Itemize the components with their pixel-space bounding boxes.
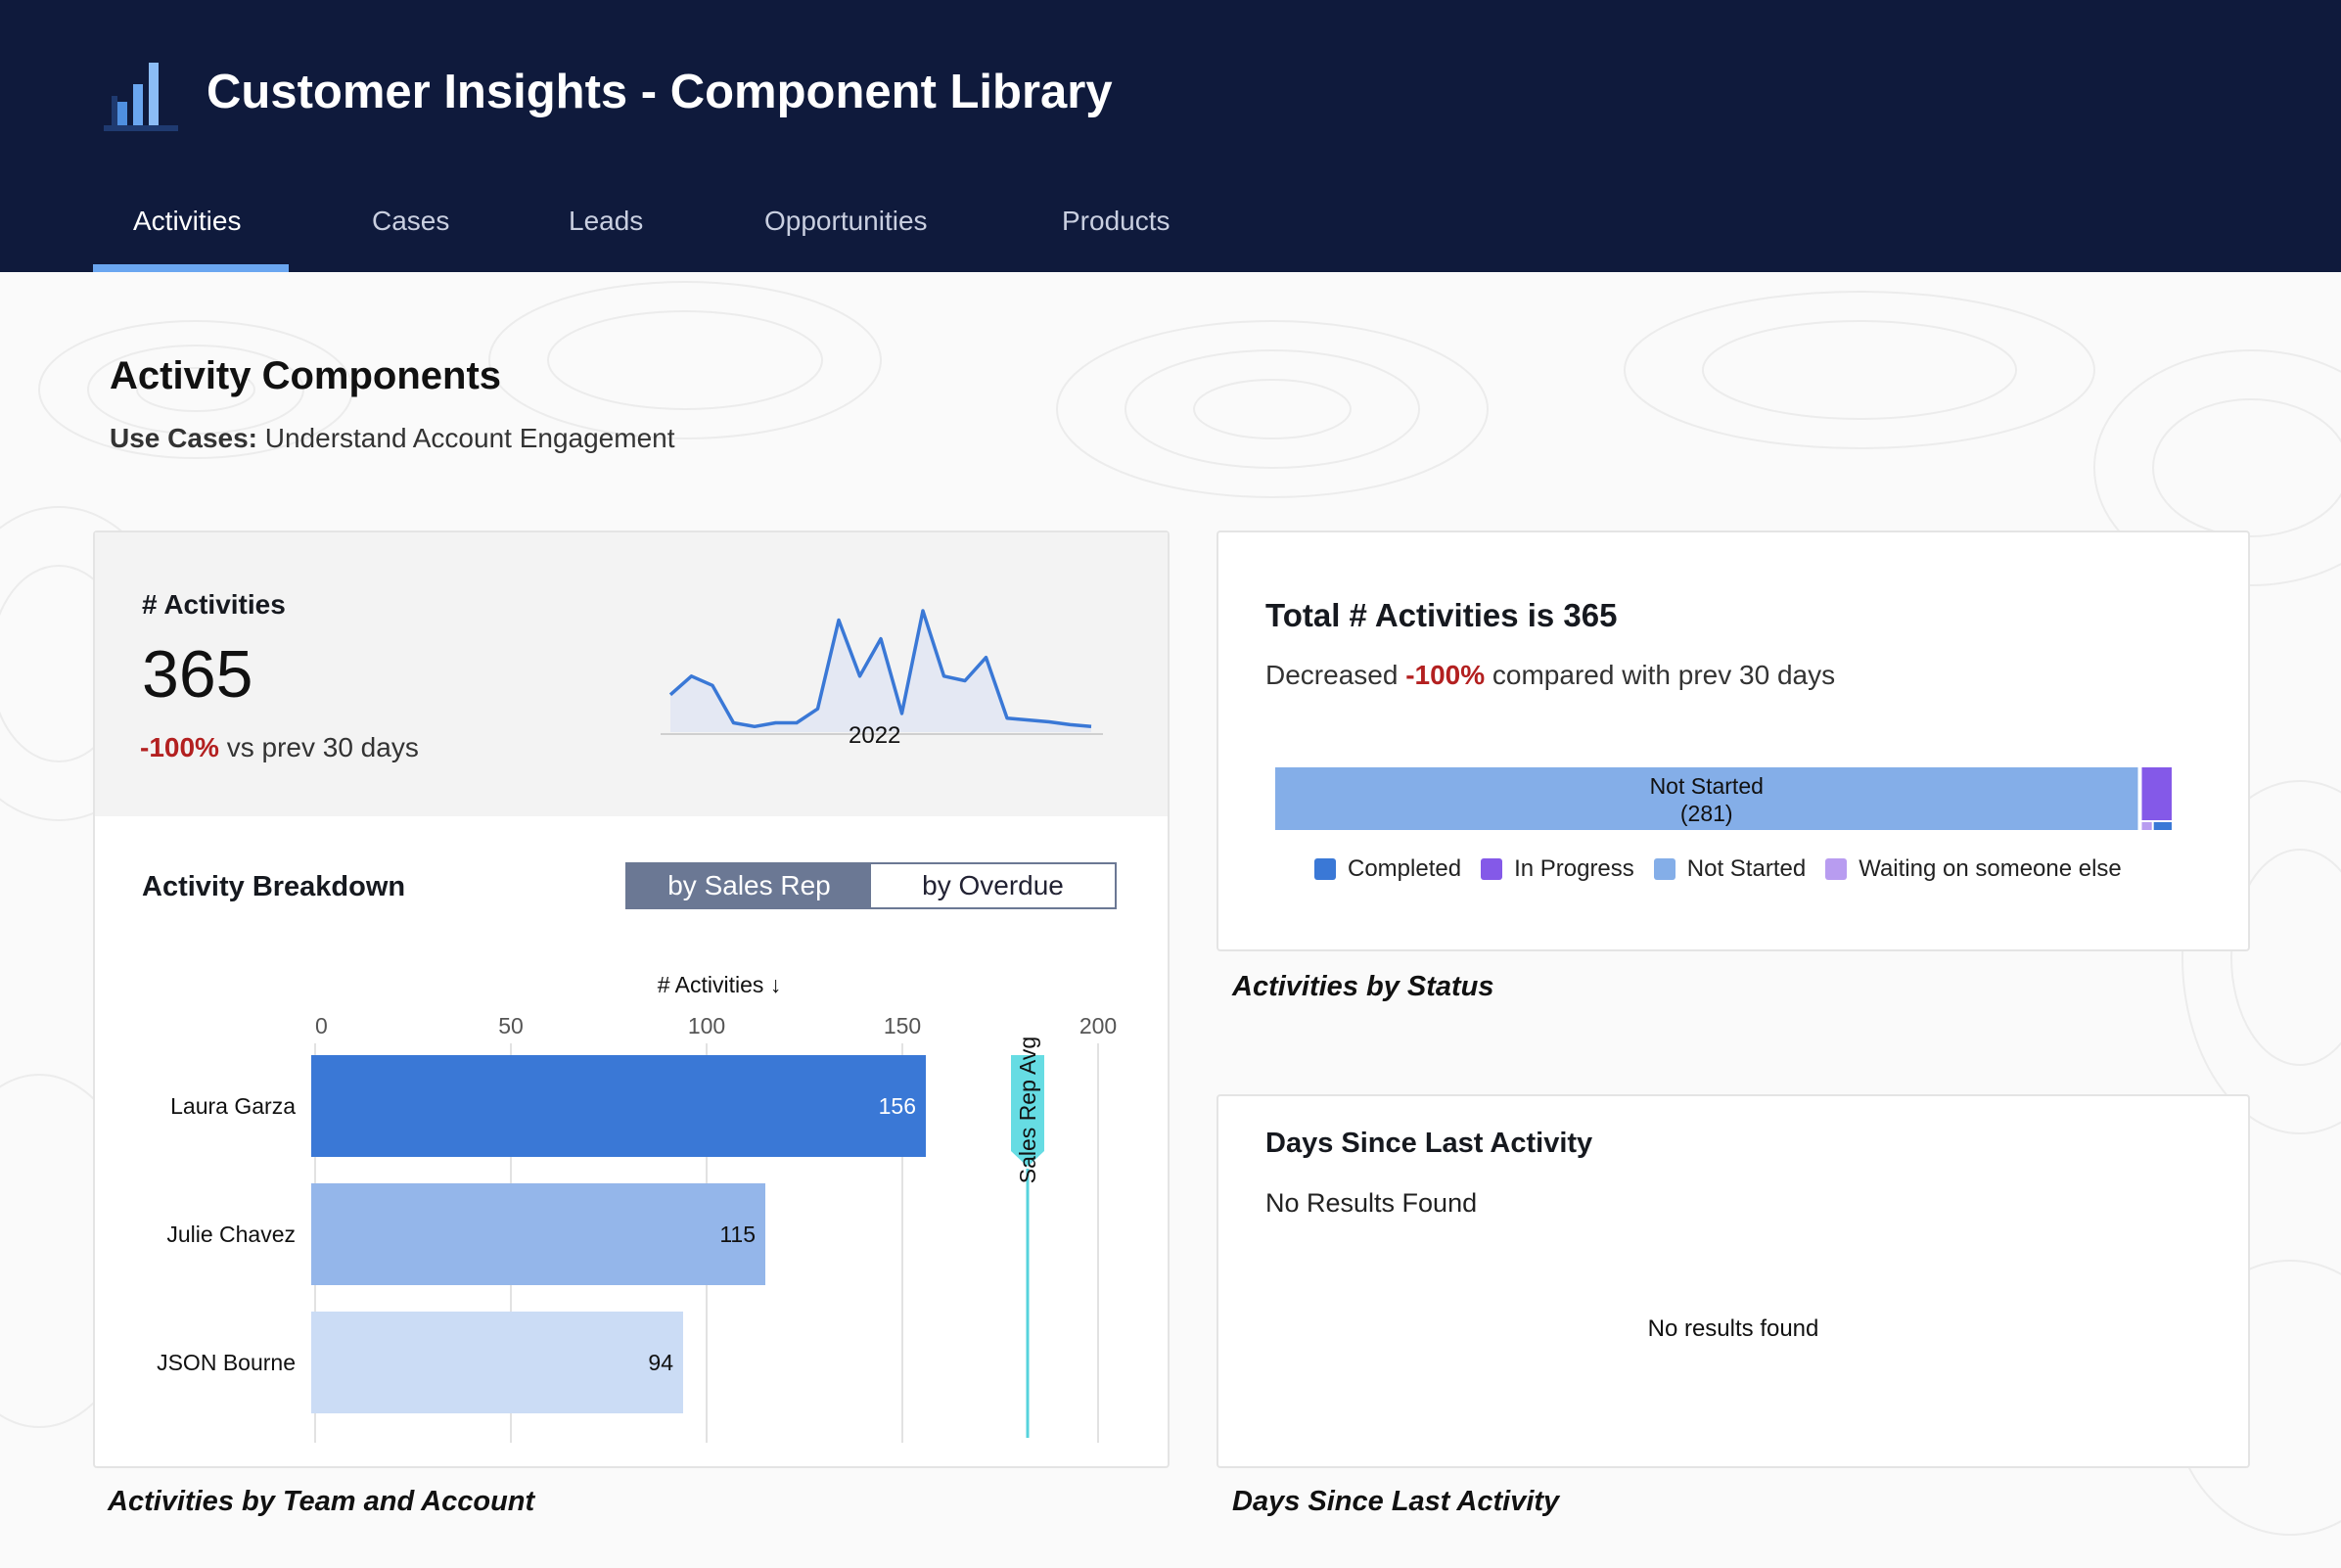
kpi-delta-suffix: vs prev 30 days: [226, 732, 419, 762]
tab-opportunities[interactable]: Opportunities: [764, 206, 928, 236]
x-tick-label: 200: [1079, 1013, 1117, 1038]
days-empty-message: No results found: [1647, 1315, 1819, 1342]
toggle-by-sales-rep[interactable]: by Sales Rep: [627, 864, 871, 907]
status-sub-suffix: compared with prev 30 days: [1492, 660, 1836, 690]
segment-waiting[interactable]: [2141, 822, 2152, 830]
tab-bar: Activities Cases Leads Opportunities Pro…: [0, 182, 2341, 272]
legend-swatch: [1825, 858, 1848, 880]
days-no-results: No Results Found: [1265, 1188, 1478, 1218]
bar-value-label: 156: [879, 1093, 916, 1119]
reference-line-label: Sales Rep Avg: [1015, 1037, 1040, 1183]
app-header: Customer Insights - Component Library Ac…: [0, 0, 2341, 272]
bar[interactable]: [311, 1055, 926, 1157]
category-label: Laura Garza: [170, 1093, 296, 1119]
status-stacked-bar: Not Started(281): [1275, 767, 2172, 830]
tab-cases[interactable]: Cases: [372, 206, 450, 236]
sparkline-line: [668, 609, 1092, 729]
legend-item: Not Started: [1653, 855, 1807, 883]
toggle-by-overdue[interactable]: by Overdue: [871, 864, 1115, 907]
status-sub-prefix: Decreased: [1265, 660, 1399, 690]
caption-days: Days Since Last Activity: [1232, 1486, 1560, 1517]
status-title: Total # Activities is 365: [1265, 597, 1618, 633]
activities-card: # Activities 365 -100% vs prev 30 days 2…: [93, 530, 1170, 1468]
legend-item: In Progress: [1481, 855, 1634, 883]
breakdown-toggle: by Sales Rep by Overdue: [625, 862, 1117, 909]
legend-swatch: [1481, 858, 1503, 880]
use-cases-label: Use Cases:: [110, 423, 257, 453]
legend-label: In Progress: [1514, 855, 1634, 882]
legend-item: Completed: [1314, 855, 1461, 883]
use-cases-value: Understand Account Engagement: [264, 423, 675, 453]
bar[interactable]: [311, 1312, 683, 1413]
kpi-delta: -100% vs prev 30 days: [140, 732, 419, 763]
section-title: Activity Components: [110, 354, 502, 397]
reference-line-tag: [1011, 1055, 1044, 1167]
x-axis-title: # Activities ↓: [658, 972, 782, 997]
legend-swatch: [1314, 858, 1336, 880]
status-sub-delta: -100%: [1405, 660, 1486, 690]
legend-label: Waiting on someone else: [1859, 855, 2122, 882]
x-tick-label: 100: [688, 1013, 725, 1038]
status-legend: Completed In Progress Not Started Waiting o…: [1314, 855, 2141, 883]
kpi-value: 365: [142, 637, 253, 712]
status-subtitle: Decreased -100% compared with prev 30 da…: [1265, 660, 1835, 691]
segment-label: Not Started: [1650, 773, 1764, 799]
kpi-label: # Activities: [142, 589, 286, 620]
breakdown-title: Activity Breakdown: [142, 871, 406, 902]
x-tick-label: 150: [884, 1013, 921, 1038]
activities-status-card: Total # Activities is 365 Decreased -100…: [1216, 530, 2250, 951]
kpi-delta-value: -100%: [140, 732, 219, 762]
activity-breakdown-chart: # Activities ↓ 0 50 100 150 200 Laura Garza 156…: [157, 972, 1117, 1443]
sparkline-area: [670, 611, 1091, 732]
legend-item: Waiting on someone else: [1825, 855, 2122, 883]
segment-in-progress[interactable]: [2141, 767, 2172, 820]
tab-activities[interactable]: Activities: [133, 206, 242, 236]
sparkline-chart: [661, 609, 1103, 735]
x-tick-label: 50: [498, 1013, 524, 1038]
days-title: Days Since Last Activity: [1265, 1128, 1593, 1159]
sparkline-year: 2022: [849, 722, 901, 749]
bar-value-label: 115: [719, 1222, 756, 1247]
x-tick-label: 0: [315, 1013, 328, 1038]
kpi-panel: # Activities 365 -100% vs prev 30 days 2…: [95, 532, 1168, 816]
segment-completed[interactable]: [2153, 822, 2172, 830]
tab-products[interactable]: Products: [1062, 206, 1170, 236]
app-title: Customer Insights - Component Library: [207, 66, 1113, 118]
bar-value-label: 94: [648, 1350, 673, 1375]
bar-chart-icon: [104, 63, 178, 131]
legend-label: Completed: [1348, 855, 1462, 882]
use-cases: Use Cases: Understand Account Engagement: [110, 423, 675, 454]
legend-swatch: [1653, 858, 1675, 880]
caption-status: Activities by Status: [1232, 971, 1494, 1002]
active-tab-indicator: [93, 264, 289, 272]
caption-team-account: Activities by Team and Account: [108, 1486, 535, 1517]
legend-label: Not Started: [1686, 855, 1807, 882]
tab-leads[interactable]: Leads: [569, 206, 644, 236]
days-since-card: Days Since Last Activity No Results Foun…: [1216, 1094, 2250, 1468]
segment-not-started[interactable]: [1275, 767, 2138, 830]
category-label: Julie Chavez: [166, 1222, 296, 1247]
category-label: JSON Bourne: [157, 1350, 296, 1375]
bar[interactable]: [311, 1183, 765, 1285]
segment-value-label: (281): [1680, 801, 1733, 826]
